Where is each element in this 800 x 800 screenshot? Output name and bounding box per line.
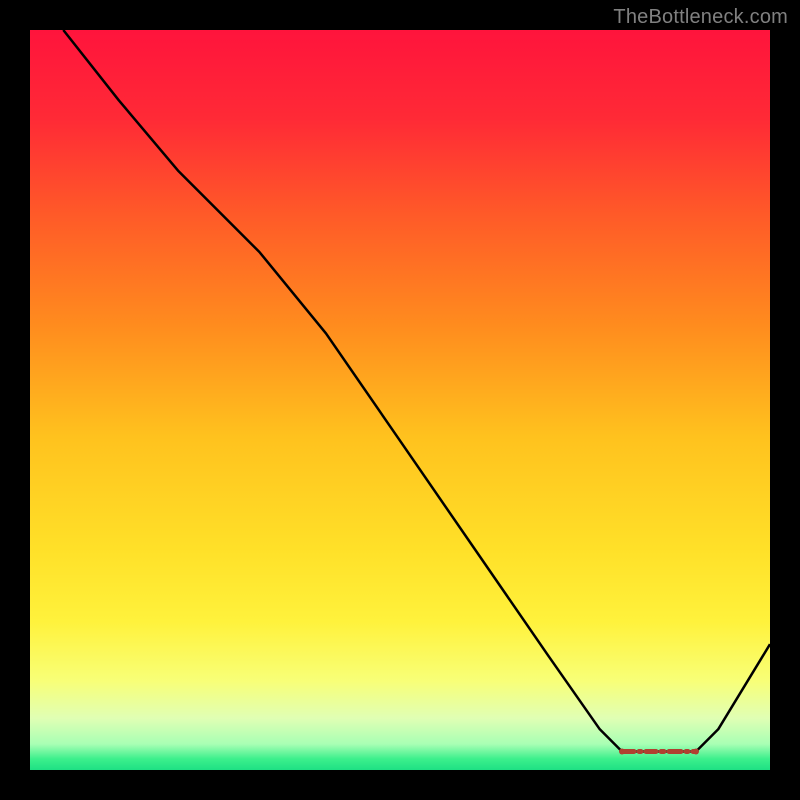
chart-container: TheBottleneck.com: [0, 0, 800, 800]
watermark-text: TheBottleneck.com: [613, 6, 788, 29]
plot-area-gradient: [30, 30, 770, 770]
chart-svg: [0, 0, 800, 800]
